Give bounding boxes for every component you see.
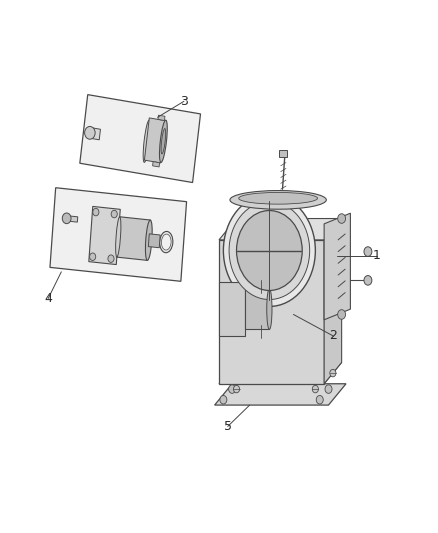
Circle shape — [90, 253, 96, 261]
Text: 1: 1 — [373, 249, 381, 262]
Circle shape — [233, 385, 240, 393]
Circle shape — [93, 208, 99, 216]
Text: 2: 2 — [329, 329, 337, 342]
Circle shape — [325, 385, 332, 393]
Polygon shape — [145, 118, 166, 163]
Text: 4: 4 — [44, 292, 52, 305]
Circle shape — [220, 395, 227, 404]
Circle shape — [338, 310, 346, 319]
Circle shape — [338, 214, 346, 223]
Ellipse shape — [230, 191, 326, 209]
Bar — [279, 150, 287, 157]
Polygon shape — [148, 234, 160, 248]
Polygon shape — [152, 161, 159, 167]
Polygon shape — [245, 289, 269, 329]
Polygon shape — [215, 384, 346, 405]
Polygon shape — [158, 115, 165, 120]
Ellipse shape — [161, 128, 166, 154]
Circle shape — [85, 126, 95, 139]
Ellipse shape — [160, 231, 173, 253]
Ellipse shape — [267, 289, 272, 329]
Ellipse shape — [159, 120, 167, 163]
Polygon shape — [89, 127, 100, 140]
Polygon shape — [89, 206, 120, 264]
Circle shape — [229, 201, 310, 300]
Ellipse shape — [143, 120, 150, 163]
Bar — [80, 95, 201, 182]
Circle shape — [364, 276, 372, 285]
Ellipse shape — [145, 220, 152, 261]
Text: 5: 5 — [224, 420, 232, 433]
Circle shape — [111, 211, 117, 218]
Circle shape — [364, 247, 372, 256]
Polygon shape — [324, 213, 350, 320]
Ellipse shape — [116, 217, 121, 257]
Circle shape — [108, 255, 114, 262]
Circle shape — [237, 211, 302, 290]
Polygon shape — [117, 217, 150, 261]
Bar — [50, 188, 187, 281]
Polygon shape — [324, 219, 342, 384]
Circle shape — [312, 385, 318, 393]
Polygon shape — [219, 362, 342, 384]
Text: 3: 3 — [180, 95, 188, 108]
Circle shape — [229, 385, 236, 393]
Bar — [219, 240, 324, 384]
Circle shape — [223, 195, 315, 306]
Ellipse shape — [162, 234, 171, 250]
Ellipse shape — [239, 192, 318, 204]
Circle shape — [330, 369, 336, 377]
Circle shape — [316, 395, 323, 404]
Polygon shape — [219, 219, 342, 240]
Polygon shape — [219, 282, 245, 336]
Polygon shape — [67, 216, 78, 222]
Circle shape — [62, 213, 71, 224]
